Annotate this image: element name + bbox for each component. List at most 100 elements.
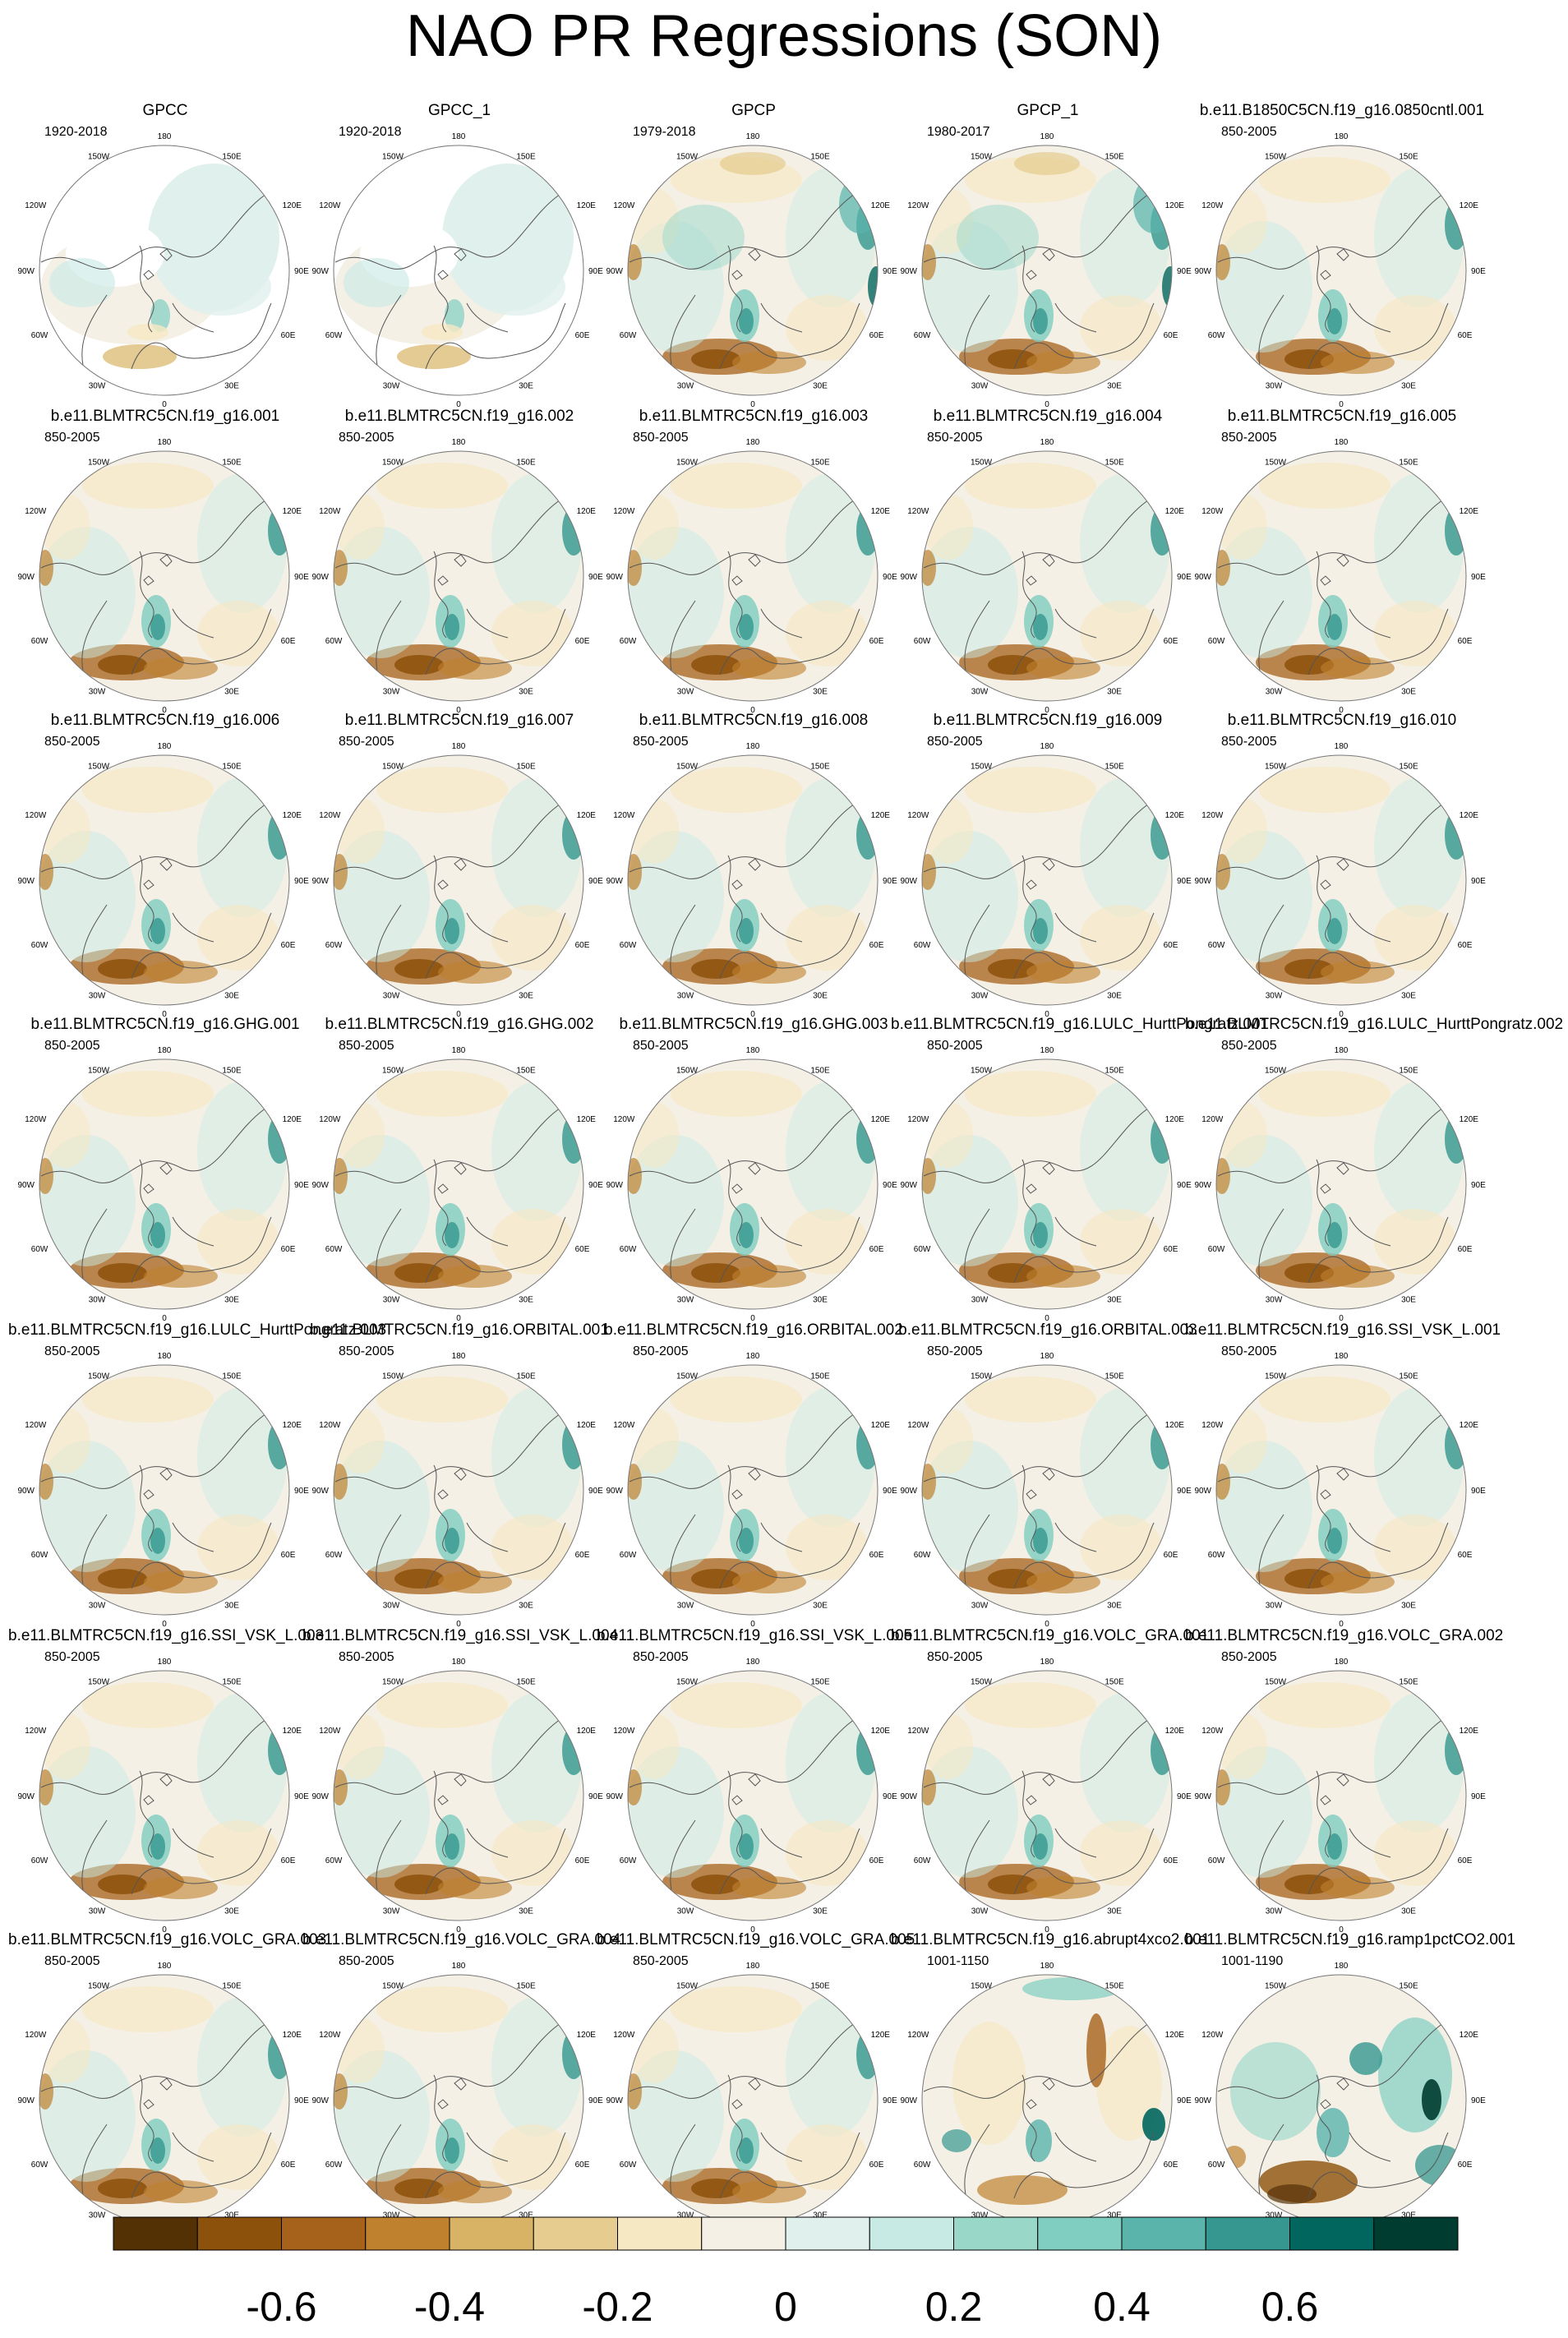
anomaly-patch [39,527,136,658]
anomaly-patch [197,905,279,971]
longitude-label: 60E [869,941,884,950]
anomaly-patch [1259,1071,1390,1117]
anomaly-field [628,1059,878,1309]
anomaly-patch [1026,1876,1100,1899]
anomaly-patch [628,1746,724,1878]
longitude-label: 90E [1471,573,1486,582]
panel-title: b.e11.BLMTRC5CN.f19_g16.abrupt4xco2.001 [891,1931,1211,1948]
anomaly-patch [334,2073,348,2110]
longitude-label: 90W [1194,1792,1211,1801]
anomaly-patch [1216,527,1312,658]
anomaly-patch [957,205,1039,270]
map-frame [921,1670,1173,1921]
longitude-label: 0 [162,1620,167,1629]
panel-title: b.e11.BLMTRC5CN.f19_g16.003 [639,408,869,425]
map-frame [1215,1670,1467,1921]
polar-map: 180 150W 150E 120W 120E 90W 90E 60W 60E 30W 30E 0 [311,132,603,409]
anomaly-patch [1321,1876,1395,1899]
map-frame [1215,754,1467,1006]
longitude-label: 60W [325,1245,343,1254]
anomaly-patch [334,1158,348,1194]
map-frame [333,145,584,396]
longitude-label: 150W [676,1981,699,1990]
longitude-label: 150W [88,1372,110,1381]
longitude-label: 60W [325,1856,343,1865]
longitude-label: 180 [452,438,466,447]
longitude-label: 120W [25,507,47,516]
panel-years: 1980-2017 [927,125,990,139]
anomaly-patch [491,777,582,917]
map-panel: b.e11.BLMTRC5CN.f19_g16.ORBITAL.001 850-2… [302,1321,616,1634]
longitude-label: 150W [1265,152,1287,161]
polar-map: 180 150W 150E 120W 120E 90W 90E 60W 60E 30W 30E 0 [900,438,1192,715]
longitude-label: 150W [382,762,404,771]
longitude-label: 90W [900,1792,917,1801]
map-panel: b.e11.BLMTRC5CN.f19_g16.009 850-2005 180 15… [891,712,1205,1024]
longitude-label: 120E [1460,201,1479,210]
panel-years: 850-2005 [927,1344,983,1358]
anomaly-field [922,145,1172,395]
longitude-label: 120W [319,1727,341,1736]
polar-map: 180 150W 150E 120W 120E 90W 90E 60W 60E 30W 30E 0 [17,1962,309,2239]
anomaly-patch [952,2022,1026,2145]
polar-map: 180 150W 150E 120W 120E 90W 90E 60W 60E 30W 30E 0 [900,1352,1192,1629]
polar-map: 180 150W 150E 120W 120E 90W 90E 60W 60E 30W 30E 0 [311,1962,603,2239]
longitude-label: 120W [25,811,47,820]
anomaly-patch [1216,1158,1230,1194]
longitude-label: 150W [88,152,110,161]
anomaly-patch [39,1464,53,1500]
anomaly-patch [1026,657,1100,680]
panel-title: b.e11.BLMTRC5CN.f19_g16.VOLC_GRA.003 [8,1931,327,1948]
longitude-label: 90E [883,1487,897,1496]
longitude-label: 180 [746,1352,760,1361]
longitude-label: 0 [750,2230,755,2239]
map-frame [1215,1058,1467,1310]
anomaly-patch [1080,1515,1162,1580]
longitude-label: 30E [1107,2211,1122,2220]
polar-map: 180 150W 150E 120W 120E 90W 90E 60W 60E 30W 30E 0 [606,1046,897,1323]
longitude-label: 0 [1045,1925,1049,1934]
longitude-label: 90E [588,2096,603,2105]
longitude-label: 180 [158,742,172,751]
anomaly-patch [1374,1081,1464,1221]
longitude-label: 30W [971,688,989,697]
anomaly-patch [1014,152,1080,175]
anomaly-patch [394,655,444,675]
longitude-label: 0 [456,2230,461,2239]
polar-map: 180 150W 150E 120W 120E 90W 90E 60W 60E 30W 30E 0 [900,1962,1192,2239]
anomaly-patch [628,527,724,658]
anomaly-patch [1033,1833,1048,1860]
map-frame [333,450,584,702]
anomaly-patch [335,798,385,864]
anomaly-patch [1216,854,1230,890]
longitude-label: 90E [1177,573,1192,582]
anomaly-patch [732,657,806,680]
longitude-label: 90E [588,1487,603,1496]
longitude-label: 180 [1040,742,1054,751]
anomaly-patch [41,1713,90,1779]
longitude-label: 120W [1201,1727,1224,1736]
map-frame [627,1670,879,1921]
longitude-label: 60W [1208,1856,1225,1865]
anomaly-patch [197,1820,279,1886]
map-frame [39,1058,290,1310]
longitude-label: 150W [676,1677,699,1686]
longitude-label: 180 [1335,742,1349,751]
longitude-label: 0 [1045,1010,1049,1019]
anomaly-patch [922,854,936,890]
longitude-label: 90E [883,2096,897,2105]
longitude-label: 120E [871,811,891,820]
longitude-label: 30E [1401,2211,1416,2220]
longitude-label: 150W [382,458,404,467]
anomaly-patch [1216,831,1312,962]
map-panel: b.e11.BLMTRC5CN.f19_g16.SSI_VSK_L.004 850… [302,1627,618,1939]
map-frame [333,1364,584,1616]
longitude-label: 120E [577,201,597,210]
longitude-label: 30W [89,1602,106,1611]
longitude-label: 90W [606,1181,623,1190]
longitude-label: 60E [1458,331,1473,340]
polar-map: 180 150W 150E 120W 120E 90W 90E 60W 60E 30W 30E 0 [606,438,897,715]
longitude-label: 120W [613,2031,635,2040]
longitude-label: 120E [871,1421,891,1430]
